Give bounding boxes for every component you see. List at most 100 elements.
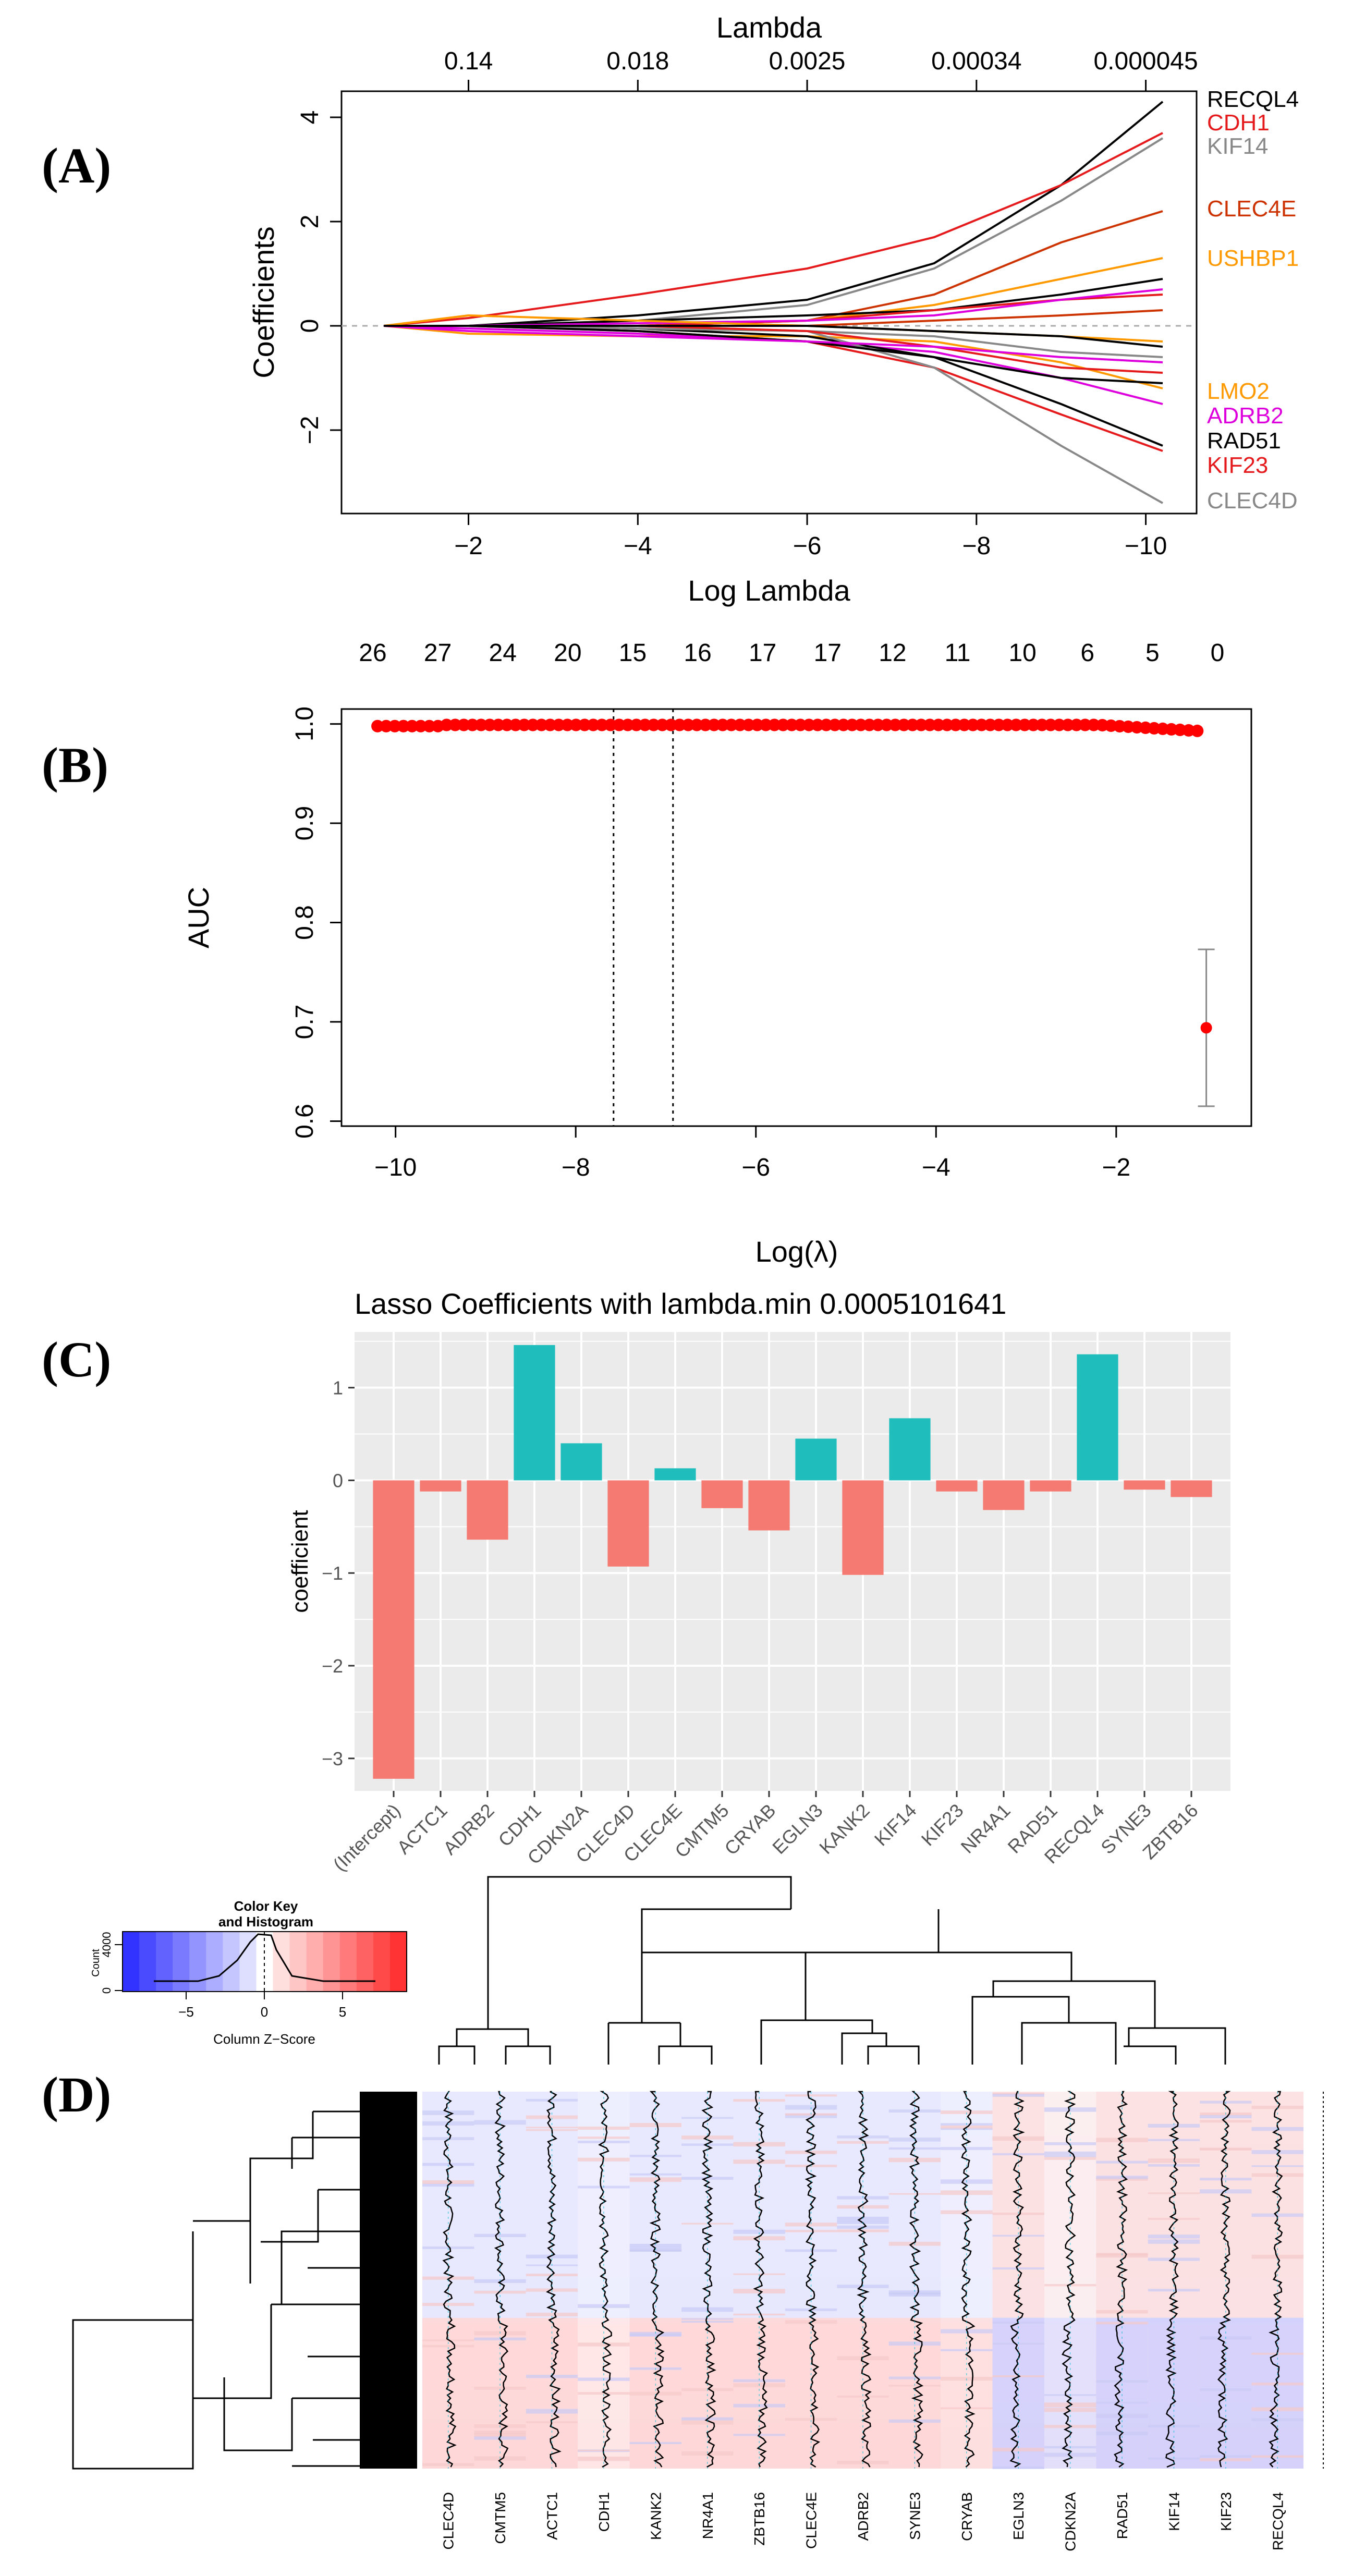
c-bar: [889, 1418, 930, 1480]
b-top-count: 17: [814, 639, 842, 667]
color-key-swatch: [323, 1932, 340, 1992]
c-bar: [654, 1468, 696, 1480]
c-bar: [983, 1480, 1024, 1510]
heatmap-row-streak: [1096, 2402, 1148, 2403]
heatmap-row-streak: [941, 2407, 992, 2409]
a-gene-label: CLEC4D: [1207, 488, 1298, 514]
panel-c-y-title: coefficient: [287, 1510, 313, 1613]
b-top-count: 26: [359, 639, 386, 667]
panel-b-y-title: AUC: [182, 887, 215, 948]
heatmap-row-streak: [578, 2137, 629, 2139]
b-top-count: 12: [879, 639, 906, 667]
b-top-count: 6: [1080, 639, 1094, 667]
heatmap-row-streak: [993, 2448, 1044, 2451]
a-x-tick-label: −4: [624, 532, 652, 560]
heatmap-column-label: CLEC4D: [441, 2492, 457, 2549]
panel-c-title: Lasso Coefficients with lambda.min 0.000…: [355, 1287, 1006, 1320]
b-top-count: 16: [684, 639, 711, 667]
heatmap-column-label: KIF23: [1218, 2492, 1234, 2531]
c-bar: [1171, 1480, 1212, 1497]
b-y-tick-label: 0.7: [291, 1005, 319, 1040]
c-bar: [467, 1480, 508, 1540]
b-y-tick-label: 1.0: [291, 706, 319, 741]
a-x-tick-label: −2: [454, 532, 483, 560]
c-y-tick-label: 1: [333, 1377, 343, 1399]
a-y-tick-label: 4: [296, 111, 324, 125]
color-key-swatch: [239, 1932, 257, 1992]
b-y-tick-label: 0.9: [291, 806, 319, 841]
b-outlier-point: [1201, 1022, 1212, 1033]
a-gene-label: KIF14: [1207, 133, 1268, 159]
a-gene-label: CLEC4E: [1207, 196, 1296, 222]
a-gene-label: RAD51: [1207, 428, 1281, 454]
color-key-x-tick-label: −5: [178, 2004, 194, 2020]
color-key-title: Color Key: [234, 1898, 298, 1914]
heatmap-column-label: ZBTB16: [751, 2492, 767, 2546]
a-y-tick-label: 2: [296, 215, 324, 229]
color-key-swatch: [139, 1932, 156, 1992]
c-bar: [748, 1480, 789, 1530]
heatmap-cell-top: [1200, 2092, 1251, 2318]
heatmap-row-streak: [785, 2230, 837, 2232]
a-top-tick-label: 0.000045: [1093, 47, 1198, 75]
heatmap-row-streak: [1200, 2178, 1251, 2180]
lasso-bar-chart: Lasso Coefficients with lambda.min 0.000…: [287, 1287, 1230, 1875]
b-x-tick-label: −2: [1102, 1154, 1130, 1181]
a-top-tick-label: 0.018: [606, 47, 669, 75]
heatmap-cell-bottom: [474, 2318, 526, 2469]
heatmap-column-label: CMTM5: [492, 2492, 508, 2544]
c-y-tick-label: −3: [322, 1748, 343, 1769]
a-x-tick-label: −6: [793, 532, 822, 560]
a-top-tick-label: 0.14: [444, 47, 493, 75]
panel-label-c: (C): [42, 1332, 111, 1387]
panel-a-x-title: Log Lambda: [688, 574, 850, 607]
heatmap-cell-bottom: [1096, 2318, 1148, 2469]
color-key-swatch: [223, 1932, 240, 1992]
heatmap-cell-top: [474, 2092, 526, 2318]
color-key-swatch: [307, 1932, 324, 1992]
c-y-tick-label: −1: [322, 1562, 343, 1584]
heatmap-cell-top: [733, 2092, 785, 2318]
heatmap-column-label: ACTC1: [544, 2492, 560, 2540]
a-gene-label: KIF23: [1207, 453, 1268, 478]
heatmap-cell-bottom: [993, 2318, 1044, 2469]
heatmap-cell-bottom: [1044, 2318, 1096, 2469]
heatmap-cell-top: [681, 2092, 733, 2318]
heatmap-column-label: RECQL4: [1270, 2492, 1286, 2550]
c-bar: [936, 1480, 977, 1491]
a-y-tick-label: −2: [296, 416, 324, 445]
color-key-swatch: [156, 1932, 173, 1992]
heatmap-row-streak: [681, 2318, 733, 2319]
b-x-tick-label: −6: [741, 1154, 770, 1181]
c-bar: [1124, 1480, 1165, 1490]
c-bar: [842, 1480, 883, 1574]
a-gene-label: RECQL4: [1207, 87, 1299, 112]
heatmap-row-streak: [1096, 2380, 1148, 2383]
b-x-tick-label: −10: [374, 1154, 417, 1181]
heatmap-row-streak: [785, 2094, 837, 2096]
a-gene-label: LMO2: [1207, 379, 1270, 404]
heatmap-column-label: CRYAB: [959, 2492, 975, 2541]
heatmap-row-streak: [733, 2099, 785, 2102]
c-bar: [701, 1480, 742, 1508]
b-x-tick-label: −8: [562, 1154, 590, 1181]
c-bar: [373, 1480, 414, 1778]
color-key-y-tick-label: 0: [100, 1987, 113, 1994]
panel-label-a: (A): [42, 138, 111, 193]
color-key-swatch: [290, 1932, 307, 1992]
heatmap-column-label: NR4A1: [700, 2492, 716, 2539]
heatmap-row-streak: [1044, 2157, 1096, 2160]
b-top-count: 17: [749, 639, 776, 667]
a-gene-label: CDH1: [1207, 110, 1270, 136]
heatmap-column-label: RAD51: [1114, 2492, 1130, 2539]
row-dendrogram-dense-leaves: [360, 2092, 417, 2469]
heatmap-cell-bottom: [837, 2318, 888, 2469]
c-bar: [420, 1480, 461, 1491]
color-key-subtitle: and Histogram: [218, 1914, 313, 1930]
color-key-swatch: [373, 1932, 391, 1992]
color-key-swatch: [206, 1932, 223, 1992]
a-x-tick-label: −10: [1125, 532, 1167, 560]
heatmap-column-label: CDKN2A: [1063, 2492, 1079, 2551]
b-auc-point: [1191, 725, 1203, 737]
b-top-count: 0: [1211, 639, 1225, 667]
